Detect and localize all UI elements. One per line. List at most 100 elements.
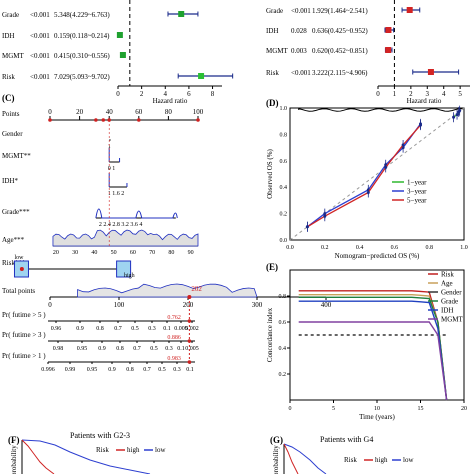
- points-marker: [101, 118, 106, 122]
- prob-tick-label: 0.7: [114, 326, 122, 332]
- forest-row-label: IDH: [2, 32, 14, 40]
- calibration-series-line: [307, 124, 421, 228]
- nomogram-row-label: Pr( futime > 1 ): [2, 352, 46, 360]
- prob-tick-label: 0.8: [116, 346, 124, 352]
- concordance-legend-label: IDH: [441, 307, 453, 315]
- age-tick: 80: [168, 250, 174, 256]
- total-tick-label: 0: [48, 301, 52, 309]
- calibration-xtick: 0.0: [286, 245, 294, 251]
- forest-tick-label: 4: [164, 90, 168, 98]
- forest-tick-label: 2: [140, 90, 144, 98]
- prob-value: 0.886: [167, 335, 181, 341]
- age-tick: 40: [91, 250, 97, 256]
- points-marker: [48, 118, 52, 122]
- concordance-xtick-label: 5: [332, 406, 335, 412]
- age-tick: 50: [111, 250, 117, 256]
- prob-tick-label: 0.1: [163, 326, 171, 332]
- calibration-xtick: 0.6: [391, 245, 399, 251]
- km-plot-right: (G) Patients with G4 al probability Risk h…: [270, 435, 414, 474]
- grade-density: [95, 208, 178, 219]
- forest-point: [406, 7, 413, 13]
- calibration-point: [458, 109, 462, 113]
- prob-tick-label: 0.9: [98, 346, 106, 352]
- calibration-ytick: 0.2: [280, 212, 288, 218]
- km-legend-title: Risk: [344, 456, 357, 464]
- age-tick: 70: [149, 250, 155, 256]
- total-density: [77, 283, 258, 298]
- concordance-series-line: [298, 300, 448, 401]
- prob-tick-label: 0.8: [96, 326, 104, 332]
- concordance-legend-label: Age: [441, 280, 453, 288]
- forest-tick-label: 6: [187, 90, 191, 98]
- nomogram-row-label: MGMT**: [2, 152, 31, 160]
- km-right-title: Patients with G4: [320, 435, 373, 444]
- calibration-rug-line: [298, 108, 463, 112]
- forest-tick-label: 0: [376, 90, 380, 98]
- forest-tick-label: 3: [426, 90, 430, 98]
- concordance-xlabel: Time (years): [359, 413, 395, 421]
- concordance-xtick-label: 0: [289, 406, 292, 412]
- prob-tick-label: 0.7: [143, 367, 151, 373]
- forest-row-label: MGMT: [266, 47, 289, 55]
- panel-label-g: (G): [270, 435, 283, 445]
- concordance-ytick-label: 0.8: [279, 294, 287, 300]
- forest-row-label: IDH: [266, 27, 278, 35]
- forest-row-label: Grade: [2, 11, 19, 19]
- forest-row-hr: 1.929(1.464~2.541): [312, 7, 368, 15]
- panel-label-f: (F): [8, 435, 20, 445]
- nomogram-row-label: Grade***: [2, 208, 30, 216]
- concordance-xtick-label: 15: [418, 406, 424, 412]
- calibration-point: [384, 165, 388, 169]
- concordance-legend-label: Gender: [441, 289, 462, 297]
- prob-tick-label: 0.1: [186, 367, 194, 373]
- forest-row-hr: 7.029(5.093~9.702): [54, 73, 110, 81]
- calibration-legend-label: 5−year: [407, 197, 427, 205]
- concordance-series-line: [298, 294, 448, 401]
- forest-xlabel: Hazard ratio: [153, 97, 188, 105]
- calibration-point: [401, 143, 405, 147]
- risk-tick-high: high: [124, 273, 135, 279]
- points-tick-label: 0: [48, 108, 52, 116]
- prob-tick-label: 0.3: [173, 367, 181, 373]
- mgmt-density: [108, 148, 121, 162]
- calibration-xtick: 0.4: [356, 245, 364, 251]
- calibration-frame: [289, 107, 465, 241]
- concordance-ytick-label: 0.2: [279, 372, 287, 378]
- prob-tick-label: 0.99: [65, 367, 76, 373]
- prob-tick-label: 0.3: [165, 346, 173, 352]
- nomogram-row-label: Pr( futime > 5 ): [2, 311, 46, 319]
- forest-row-label: Risk: [2, 73, 15, 81]
- total-tick-label: 400: [321, 301, 332, 309]
- calibration-ytick: 0.6: [280, 159, 288, 165]
- nomogram-row-label: Pr( futime > 3 ): [2, 331, 46, 339]
- forest-xlabel: Hazard ratio: [407, 97, 442, 105]
- nomogram-row-label: Total points: [2, 287, 35, 295]
- forest-row-label: Grade: [266, 7, 283, 15]
- concordance-panel: (E) 0 5 10 15 20 0.2 0.4 0.6 0.8 Time (years) Conc…: [266, 262, 467, 421]
- nomogram-row-label: Risk***: [2, 259, 26, 267]
- panel-label-c: (C): [2, 93, 15, 103]
- forest-row-label: MGMT: [2, 52, 25, 60]
- calibration-xtick: 1.0: [460, 245, 468, 251]
- calibration-xlabel: Nomogram−predicted OS (%): [335, 252, 420, 260]
- prob-tick-label: 0.5: [131, 326, 139, 332]
- forest-row-p: <0.001: [30, 73, 50, 81]
- forest-tick-label: 4: [442, 90, 446, 98]
- prob-tick-label: 0.005: [185, 346, 199, 352]
- prob-tick-label: 0.005: [174, 326, 188, 332]
- calibration-ytick: 0.4: [280, 185, 288, 191]
- forest-row-p: <0.001: [30, 52, 50, 60]
- age-tick: 20: [53, 250, 59, 256]
- forest-point: [385, 27, 392, 33]
- idh-tick: 1 1.6 2: [108, 191, 125, 197]
- forest-row-p: <0.001: [30, 11, 50, 19]
- forest-point: [116, 32, 123, 38]
- km-ylabel: al probability: [272, 445, 280, 474]
- panel-label-e: (E): [266, 262, 278, 272]
- points-tick-label: 80: [165, 108, 173, 116]
- forest-point: [385, 47, 392, 53]
- prob-tick-label: 0.5: [150, 346, 158, 352]
- prob-tick-label: 0.3: [148, 326, 156, 332]
- forest-row-hr: 0.415(0.310~0.556): [54, 52, 110, 60]
